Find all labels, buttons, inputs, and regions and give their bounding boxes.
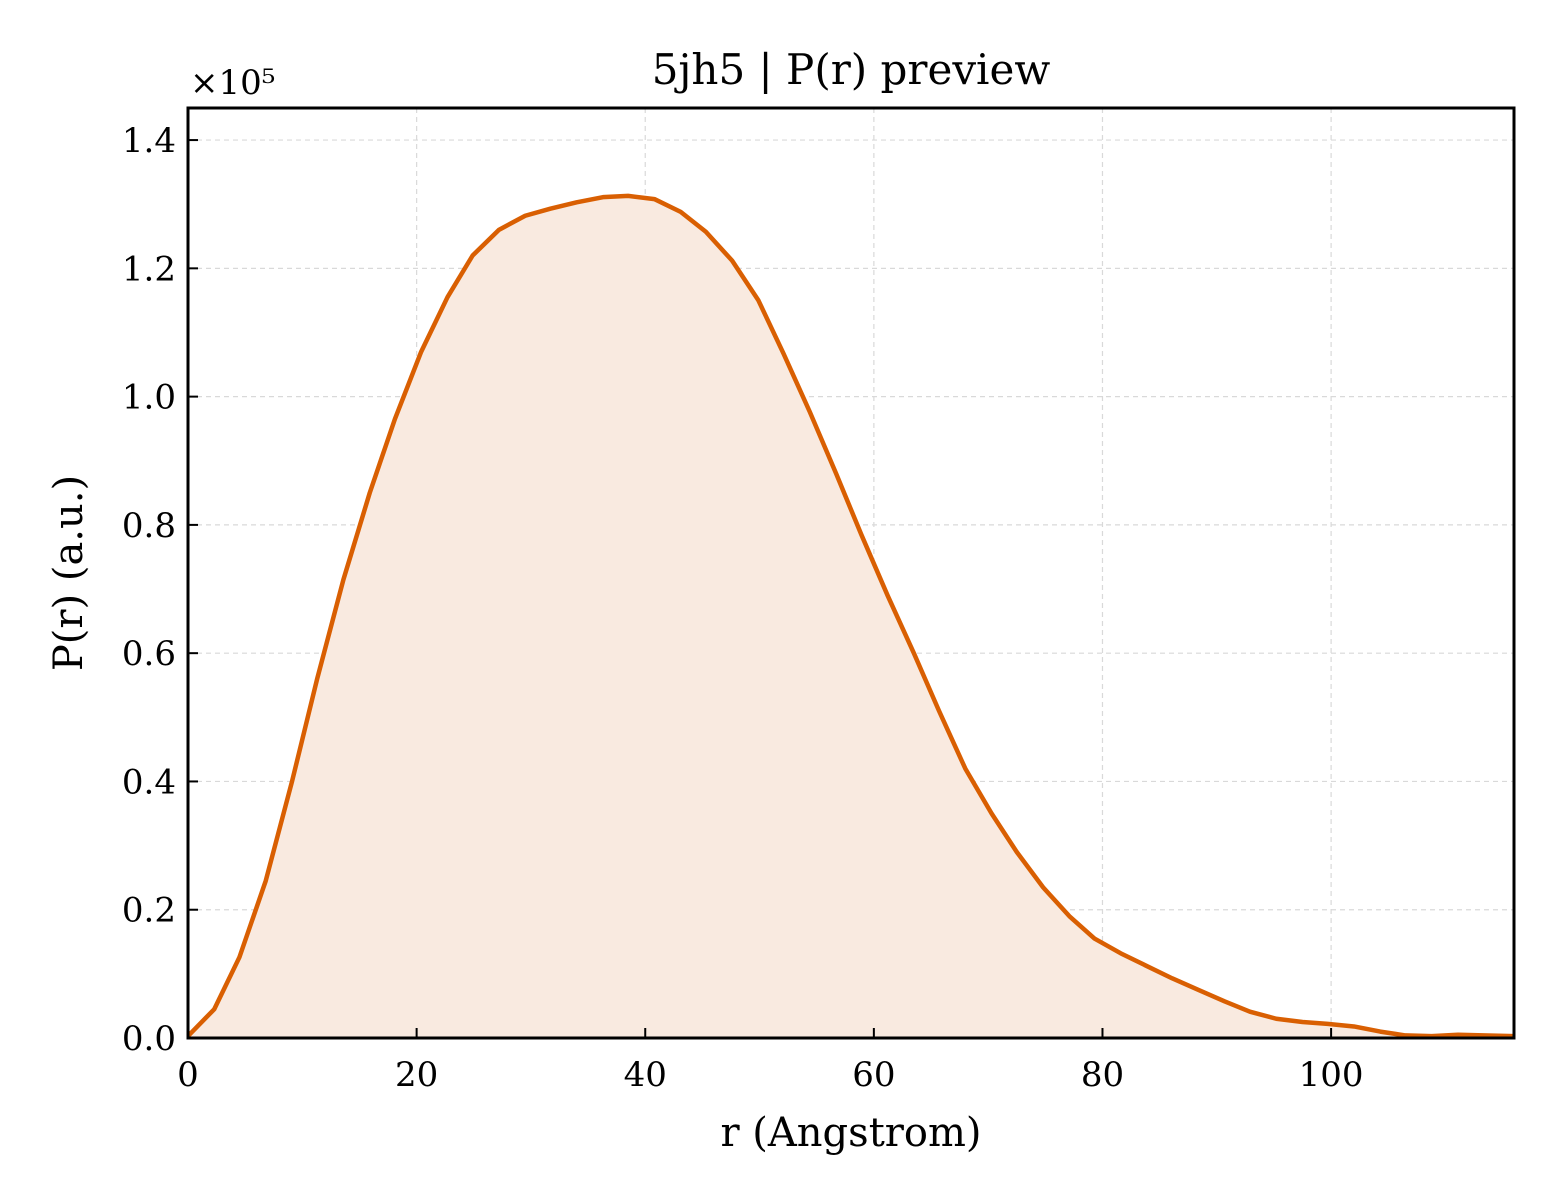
axis-ticks: 0 20 40 60 80 100 0.0 0.2 0.4 0.6 0.8 1.0 1.2 1.4 — [122, 121, 1364, 1095]
x-tick-label: 100 — [1299, 1055, 1364, 1095]
y-axis-label: P(r) (a.u.) — [46, 475, 92, 671]
y-tick-label: 0.0 — [122, 1019, 176, 1059]
x-tick-label: 80 — [1081, 1055, 1124, 1095]
plot-frame — [186, 106, 1516, 1040]
x-tick-label: 40 — [624, 1055, 667, 1095]
y-tick-label: 0.6 — [122, 634, 176, 674]
y-tick-label: 0.4 — [122, 762, 176, 802]
x-axis-label: r (Angstrom) — [720, 1110, 981, 1156]
y-tick-label: 1.2 — [122, 249, 176, 289]
y-tick-label: 0.2 — [122, 891, 176, 931]
x-tick-label: 0 — [177, 1055, 199, 1095]
chart-title: 5jh5 | P(r) preview — [652, 45, 1051, 94]
y-axis-offset-label: ×10⁵ — [190, 63, 275, 103]
y-tick-label: 1.4 — [122, 121, 176, 161]
pr-area-fill — [188, 195, 1514, 1038]
x-tick-label: 20 — [395, 1055, 438, 1095]
y-tick-label: 0.8 — [122, 506, 176, 546]
pr-series-line — [186, 193, 1515, 1039]
y-tick-label: 1.0 — [122, 378, 176, 418]
x-tick-label: 60 — [852, 1055, 895, 1095]
